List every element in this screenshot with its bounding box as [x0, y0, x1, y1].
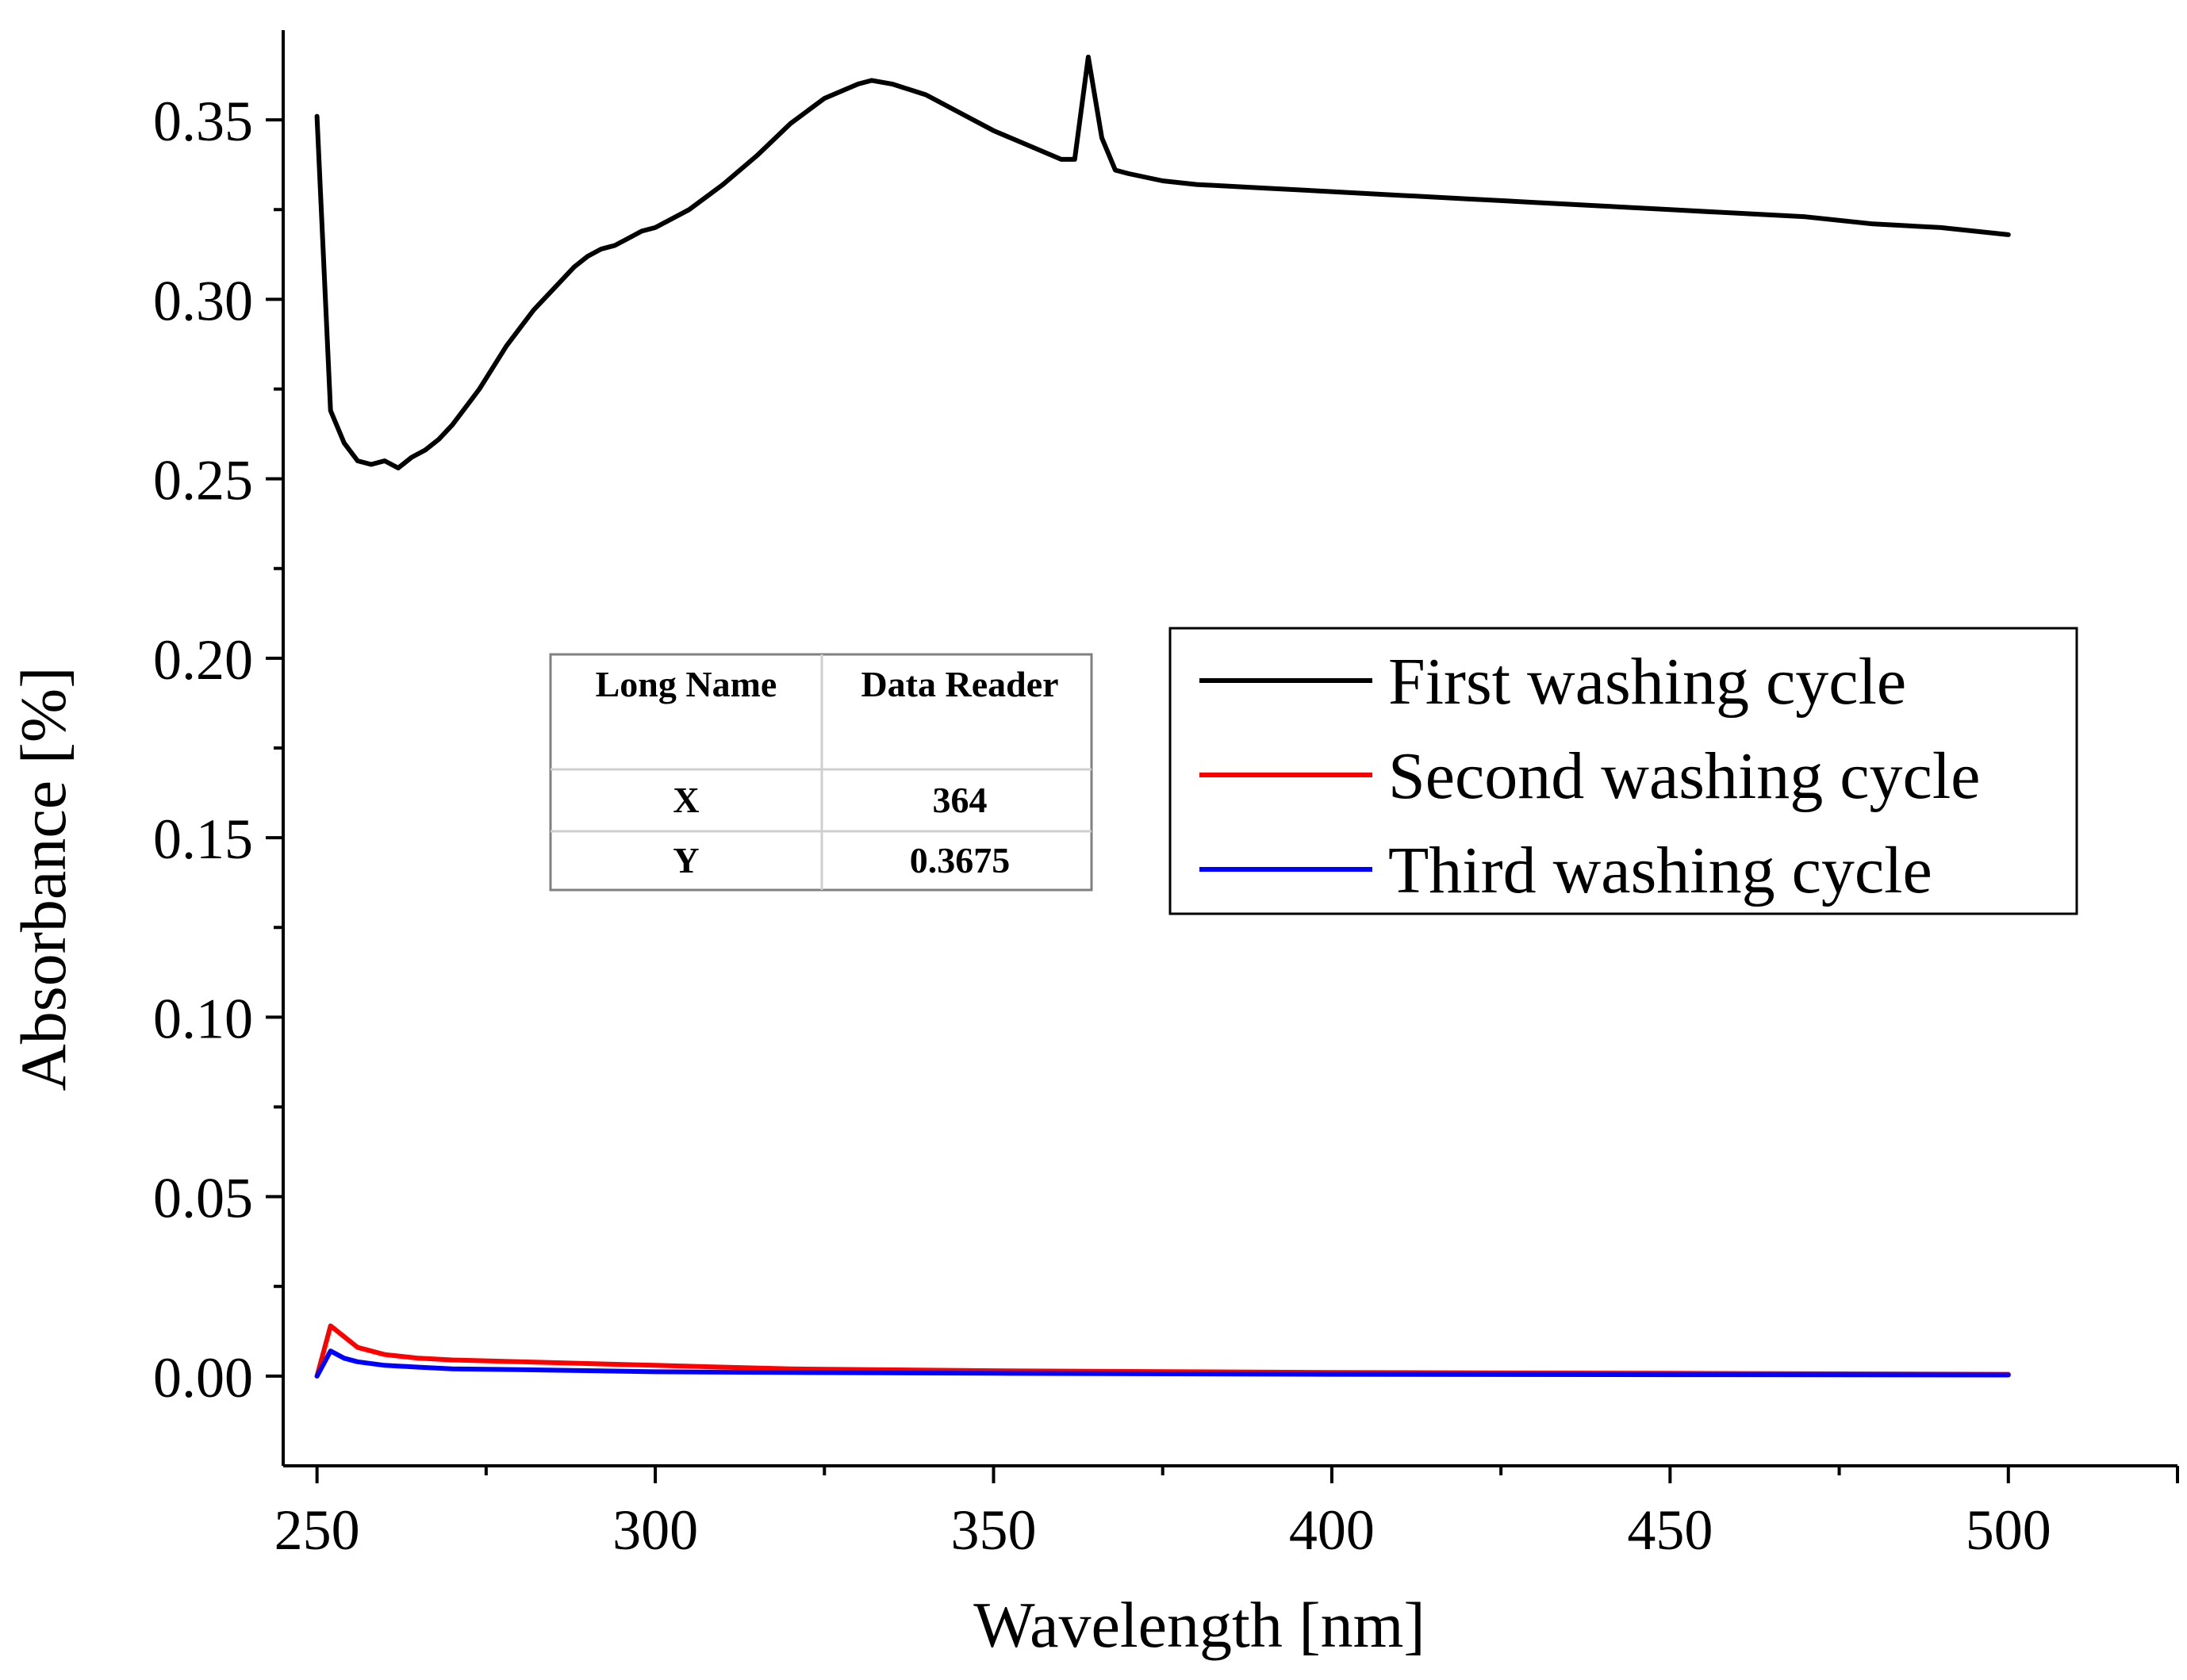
y-tick-label: 0.30 — [153, 269, 253, 332]
x-tick-label: 450 — [1627, 1498, 1713, 1562]
table-header-long-name: Long Name — [596, 664, 777, 704]
data-reader-table: Long Name Data Reader X 364 Y 0.3675 — [549, 653, 1093, 892]
y-tick-label: 0.20 — [153, 628, 253, 692]
y-axis-label: Absorbance [%] — [7, 666, 79, 1091]
y-tick-label: 0.00 — [153, 1346, 253, 1410]
y-tick-label: 0.15 — [153, 807, 253, 871]
x-tick-label: 500 — [1966, 1498, 2051, 1562]
table-cell-y-label: Y — [673, 840, 699, 880]
legend: First washing cycle Second washing cycle… — [1168, 627, 2078, 915]
table-cell-x-label: X — [673, 780, 699, 820]
x-tick-label: 350 — [951, 1498, 1037, 1562]
table-header-data-reader: Data Reader — [861, 664, 1058, 704]
legend-label-second: Second washing cycle — [1388, 739, 1980, 813]
series-line-third-washing-cycle — [314, 1348, 2011, 1379]
series-line-first-washing-cycle — [314, 54, 2011, 470]
series-group — [314, 54, 2011, 1379]
legend-label-third: Third washing cycle — [1388, 834, 1932, 907]
x-tick-label: 250 — [274, 1498, 360, 1562]
y-tick-label: 0.35 — [153, 90, 253, 153]
y-tick-label: 0.10 — [153, 987, 253, 1050]
legend-box — [1168, 627, 2078, 915]
table-cell-y-value: 0.3675 — [910, 840, 1011, 880]
y-tick-label: 0.25 — [153, 449, 253, 512]
y-tick-label: 0.05 — [153, 1167, 253, 1230]
table-cell-x-value: 364 — [933, 780, 988, 820]
legend-label-first: First washing cycle — [1388, 645, 1906, 719]
x-tick-label: 400 — [1289, 1498, 1375, 1562]
x-ticks: 250 300 350 400 450 500 — [274, 1466, 2179, 1562]
x-axis-label: Wavelength [nm] — [973, 1589, 1425, 1661]
y-ticks: 0.00 0.05 0.10 0.15 0.20 0.25 0.30 0.35 — [153, 90, 283, 1410]
x-tick-label: 300 — [612, 1498, 698, 1562]
